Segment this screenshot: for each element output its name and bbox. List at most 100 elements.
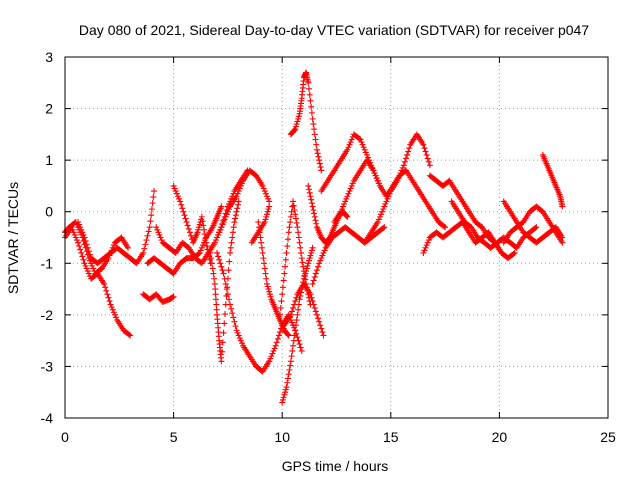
data-point: [266, 288, 273, 295]
data-point: [211, 280, 218, 287]
data-point: [309, 244, 316, 251]
data-point: [78, 249, 85, 256]
data-point: [77, 224, 84, 231]
data-point: [378, 211, 385, 218]
data-point: [213, 306, 220, 313]
data-point: [146, 224, 153, 231]
data-point: [307, 193, 314, 200]
data-point: [291, 206, 298, 213]
data-point: [223, 211, 230, 218]
data-point: [281, 270, 288, 277]
data-point: [426, 162, 433, 169]
data-point: [80, 231, 87, 238]
data-point: [260, 185, 267, 192]
data-point: [303, 268, 310, 275]
data-point: [201, 226, 208, 233]
data-point: [310, 206, 317, 213]
series-sat-d: [140, 291, 177, 305]
data-point: [231, 318, 238, 325]
data-point: [277, 311, 284, 318]
series-sat-b: [62, 219, 131, 277]
data-point: [315, 263, 322, 270]
data-point: [312, 217, 319, 224]
data-point: [316, 318, 323, 325]
data-point: [209, 265, 216, 272]
data-point: [292, 298, 299, 305]
data-point: [184, 222, 191, 229]
data-point: [170, 182, 177, 189]
data-point: [233, 193, 240, 200]
data-point: [228, 239, 235, 246]
data-point: [217, 260, 224, 267]
data-point: [183, 219, 190, 226]
data-point: [375, 216, 382, 223]
data-point: [156, 231, 163, 238]
data-point: [195, 250, 202, 257]
data-point: [234, 205, 241, 212]
data-point: [218, 358, 225, 365]
data-point: [279, 291, 286, 298]
data-point: [559, 234, 566, 241]
data-point: [381, 203, 388, 210]
data-point: [282, 389, 289, 396]
y-axis-ticks: -4 -3 -2 -1 0 1 2 3: [41, 49, 608, 426]
data-point: [318, 255, 325, 262]
data-point: [288, 319, 295, 326]
data-point: [258, 239, 265, 246]
y-tick-label: -3: [41, 358, 54, 374]
series-sat-h: [207, 198, 242, 365]
data-point: [316, 157, 323, 164]
data-point: [235, 332, 242, 339]
data-point: [308, 103, 315, 110]
data-point: [83, 241, 90, 248]
data-point: [237, 182, 244, 189]
data-point: [425, 237, 432, 244]
data-point: [383, 198, 390, 205]
data-point: [269, 350, 276, 357]
data-point: [230, 224, 237, 231]
data-point: [342, 198, 349, 205]
data-point: [382, 200, 389, 207]
data-point: [277, 304, 284, 311]
data-point: [268, 353, 275, 360]
data-point: [305, 186, 312, 193]
data-point: [77, 246, 84, 253]
data-point: [347, 185, 354, 192]
data-point: [261, 188, 268, 195]
data-point: [380, 206, 387, 213]
data-point: [76, 221, 83, 228]
data-point: [225, 296, 232, 303]
data-point: [282, 263, 289, 270]
data-point: [105, 294, 112, 301]
data-point: [223, 286, 230, 293]
data-point: [290, 198, 297, 205]
data-point: [299, 259, 306, 266]
data-point: [284, 379, 291, 386]
data-point: [313, 267, 320, 274]
data-point: [113, 314, 120, 321]
data-point: [296, 341, 303, 348]
series-sat-x: [426, 172, 518, 262]
data-point: [308, 109, 315, 116]
data-point: [224, 208, 231, 215]
data-point: [279, 396, 286, 403]
data-point: [227, 301, 234, 308]
data-point: [221, 216, 228, 223]
data-point: [442, 224, 449, 231]
data-point: [317, 322, 324, 329]
data-point: [262, 270, 269, 277]
data-point: [221, 275, 228, 282]
data-point: [279, 284, 286, 291]
data-point: [141, 245, 148, 252]
data-point: [305, 79, 312, 86]
data-point: [293, 219, 300, 226]
data-point: [317, 164, 324, 171]
data-point: [170, 293, 177, 300]
data-point: [308, 196, 315, 203]
data-point: [284, 243, 291, 250]
data-point: [286, 366, 293, 373]
series-sat-l: [255, 219, 292, 339]
data-point: [110, 309, 117, 316]
data-point: [263, 211, 270, 218]
